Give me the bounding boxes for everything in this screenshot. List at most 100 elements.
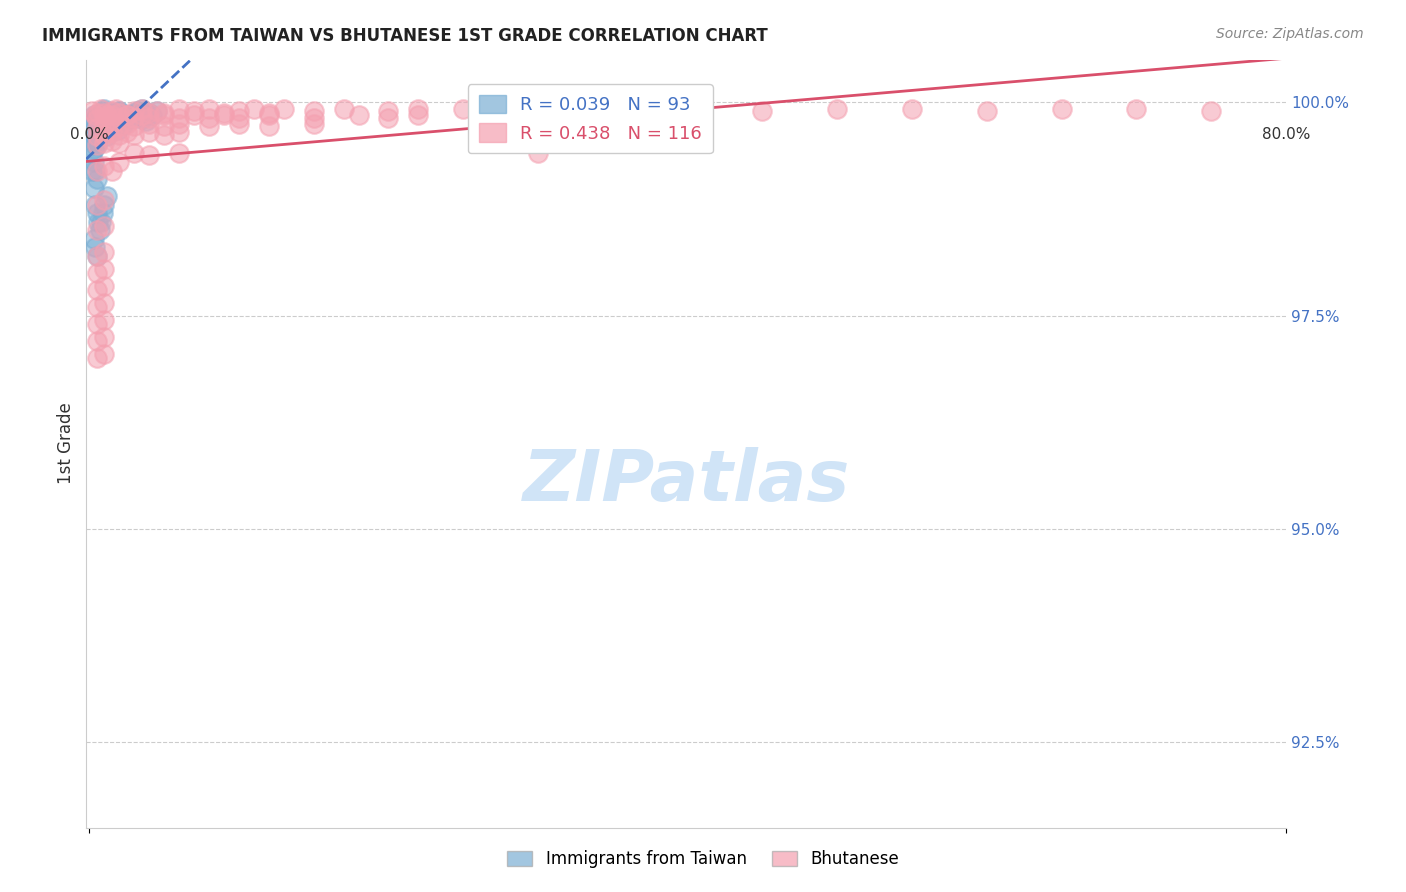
Point (97, 119, 120, 133)
Point (90, 120, 112, 135)
Point (212, 108, 235, 122)
Point (138, 117, 160, 131)
Point (94, 105, 117, 120)
Point (108, 103, 131, 118)
Point (108, 136, 131, 151)
Point (83, 155, 105, 169)
Point (87, 112, 110, 127)
Point (82, 163, 104, 178)
Point (108, 105, 131, 120)
Point (86, 114, 108, 128)
Point (84, 137, 107, 152)
Text: IMMIGRANTS FROM TAIWAN VS BHUTANESE 1ST GRADE CORRELATION CHART: IMMIGRANTS FROM TAIWAN VS BHUTANESE 1ST … (42, 27, 768, 45)
Point (98, 114, 121, 128)
Y-axis label: 1st Grade: 1st Grade (58, 402, 75, 484)
Point (122, 105, 145, 120)
Point (228, 103, 250, 118)
Point (451, 102, 474, 116)
Point (93, 105, 115, 120)
Text: ZIPatlas: ZIPatlas (523, 448, 849, 516)
Point (90, 111, 112, 125)
Point (131, 112, 153, 127)
Point (84, 163, 107, 178)
Point (96, 108, 118, 122)
Point (100, 125, 122, 139)
Point (108, 111, 131, 125)
Point (93, 111, 115, 125)
Point (100, 163, 122, 178)
Point (82, 125, 104, 139)
Point (141, 108, 163, 122)
Point (87, 129, 110, 144)
Text: Source: ZipAtlas.com: Source: ZipAtlas.com (1216, 27, 1364, 41)
Point (100, 103, 122, 118)
Point (103, 114, 125, 128)
Point (1050, 102, 1073, 116)
Legend: R = 0.039   N = 93, R = 0.438   N = 116: R = 0.039 N = 93, R = 0.438 N = 116 (468, 84, 713, 153)
Point (87, 215, 110, 229)
Point (122, 103, 145, 118)
Point (408, 108, 430, 122)
Point (83, 142, 105, 156)
Point (198, 119, 221, 133)
Point (84, 197, 107, 211)
Point (198, 102, 221, 116)
Point (115, 125, 138, 139)
Point (332, 102, 354, 116)
Point (167, 111, 190, 125)
Point (93, 197, 115, 211)
Point (89, 120, 111, 135)
Point (527, 146, 550, 161)
Point (976, 103, 998, 118)
Point (91, 103, 114, 118)
Point (183, 103, 205, 118)
Point (93, 278, 115, 293)
Point (91, 112, 114, 127)
Point (138, 111, 160, 125)
Point (93, 102, 115, 116)
Point (86, 163, 108, 178)
Point (100, 108, 122, 122)
Point (167, 146, 190, 161)
Point (108, 111, 131, 125)
Point (91, 206, 114, 220)
Point (131, 108, 153, 122)
Point (108, 119, 131, 133)
Point (602, 102, 624, 116)
Point (86, 317, 108, 331)
Point (103, 119, 125, 133)
Point (93, 219, 115, 233)
Point (90, 105, 112, 120)
Point (127, 103, 149, 118)
Point (100, 108, 122, 122)
Point (138, 105, 160, 120)
Point (86, 197, 108, 211)
Legend: Immigrants from Taiwan, Bhutanese: Immigrants from Taiwan, Bhutanese (501, 844, 905, 875)
Point (93, 111, 115, 125)
Point (122, 128, 145, 142)
Point (138, 105, 160, 120)
Point (122, 108, 145, 122)
Point (131, 102, 153, 116)
Point (90, 215, 112, 229)
Point (273, 102, 295, 116)
Point (93, 194, 115, 208)
Point (122, 111, 145, 125)
Point (115, 108, 138, 122)
Point (86, 249, 108, 263)
Point (527, 102, 550, 116)
Point (111, 114, 134, 128)
Point (82, 146, 104, 161)
Point (105, 108, 128, 122)
Point (347, 108, 370, 122)
Point (87, 129, 110, 144)
Point (93, 313, 115, 327)
Point (228, 117, 250, 131)
Point (86, 137, 108, 152)
Point (86, 172, 108, 186)
Point (377, 111, 399, 125)
Point (153, 119, 176, 133)
Point (96, 112, 118, 127)
Point (93, 136, 115, 151)
Point (122, 146, 145, 161)
